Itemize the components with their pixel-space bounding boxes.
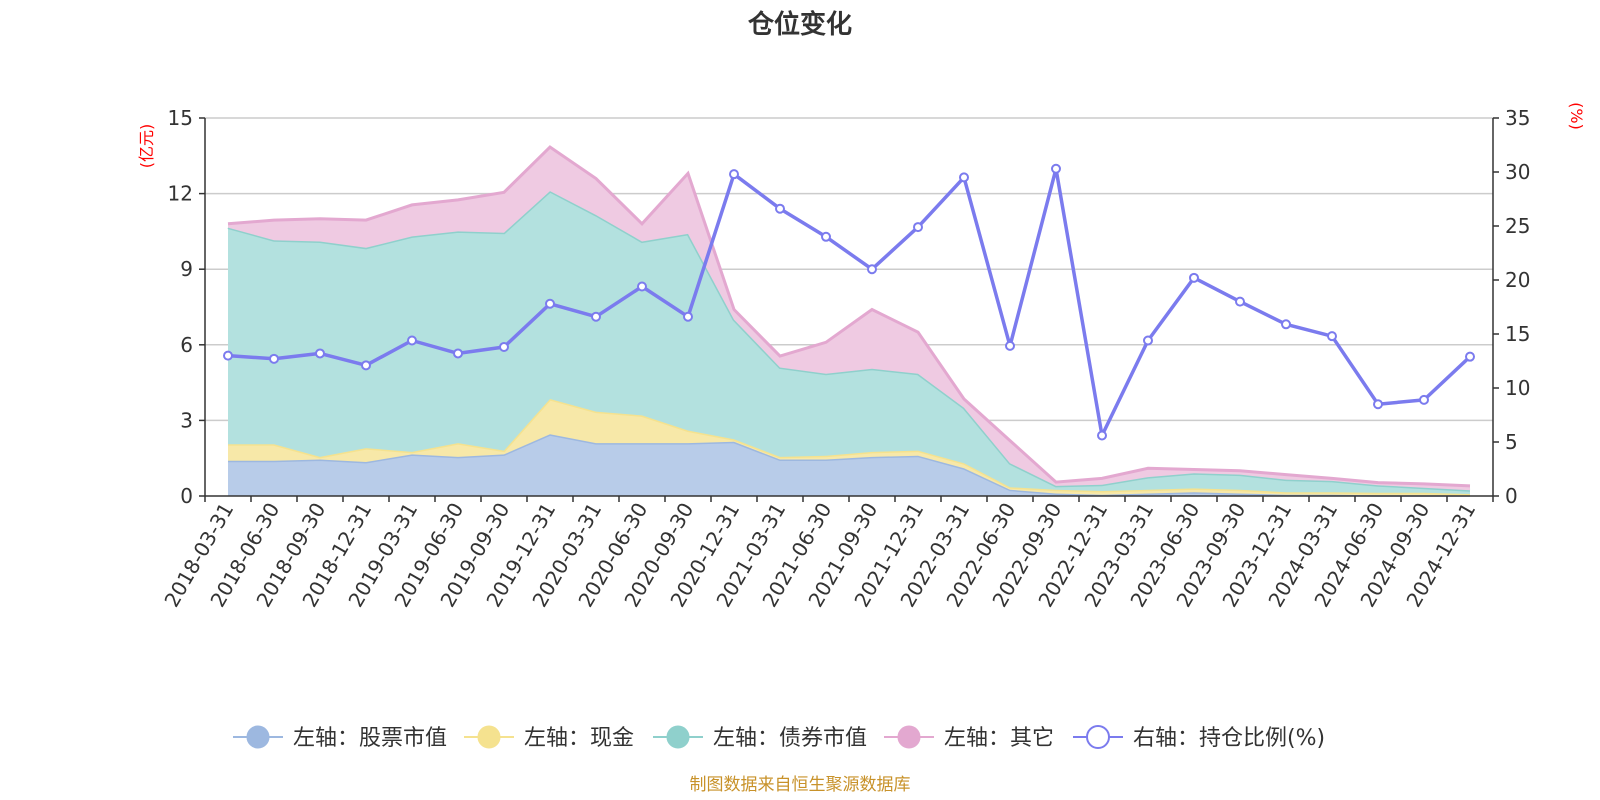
ratio-point bbox=[1051, 163, 1061, 174]
ratio-point bbox=[1189, 272, 1199, 283]
ratio-point bbox=[361, 360, 371, 371]
area-edge-左轴：其它 bbox=[227, 145, 1471, 488]
ratio-point bbox=[1373, 399, 1383, 410]
right-tick-label: 10 bbox=[1505, 376, 1530, 400]
ratio-point bbox=[1281, 319, 1291, 330]
ratio-point bbox=[315, 348, 325, 359]
ratio-point bbox=[1143, 335, 1153, 346]
right-tick-label: 5 bbox=[1505, 430, 1518, 454]
legend-marker bbox=[246, 725, 270, 749]
ratio-point bbox=[821, 231, 831, 242]
right-tick-label: 30 bbox=[1505, 160, 1530, 184]
right-tick-label: 0 bbox=[1505, 484, 1518, 508]
area-左轴：股票市值 bbox=[228, 434, 1470, 496]
chart-title: 仓位变化 bbox=[747, 9, 852, 40]
ratio-point bbox=[1327, 331, 1337, 342]
left-tick-label: 0 bbox=[180, 484, 193, 508]
ratio-point bbox=[1465, 351, 1475, 362]
right-tick-label: 25 bbox=[1505, 214, 1530, 238]
ratio-point bbox=[637, 281, 647, 292]
legend-marker bbox=[477, 725, 501, 749]
ratio-point bbox=[453, 348, 463, 359]
right-axis-unit: (%) bbox=[1567, 102, 1586, 130]
ratio-point bbox=[1419, 394, 1429, 405]
legend-marker bbox=[1086, 725, 1110, 749]
ratio-line-path bbox=[227, 167, 1472, 438]
ratio-point bbox=[1235, 296, 1245, 307]
ratio-point bbox=[959, 172, 969, 183]
ratio-point bbox=[591, 311, 601, 322]
legend-label: 左轴：现金 bbox=[524, 726, 634, 751]
legend-label: 左轴：债券市值 bbox=[713, 726, 867, 751]
source-note: 制图数据来自恒生聚源数据库 bbox=[690, 775, 911, 795]
ratio-point bbox=[223, 350, 233, 361]
legend-label: 左轴：股票市值 bbox=[293, 726, 447, 751]
ratio-point bbox=[867, 264, 877, 275]
legend: 左轴：股票市值 左轴：现金 左轴：债券市值 左轴：其它 右轴：持仓比例(%) bbox=[233, 725, 1325, 751]
ratio-point bbox=[683, 311, 693, 322]
legend-label: 右轴：持仓比例(%) bbox=[1133, 726, 1325, 751]
right-tick-label: 35 bbox=[1505, 106, 1530, 130]
legend-marker bbox=[666, 725, 690, 749]
ratio-point bbox=[499, 341, 509, 352]
ratio-point bbox=[913, 222, 923, 233]
area-左轴：债券市值 bbox=[228, 191, 1470, 494]
ratio-point bbox=[775, 203, 785, 214]
legend-label: 左轴：其它 bbox=[944, 726, 1054, 751]
legend-item: 左轴：现金 bbox=[464, 725, 634, 751]
legend-marker bbox=[897, 725, 921, 749]
right-tick-label: 15 bbox=[1505, 322, 1530, 346]
area-左轴：现金 bbox=[228, 399, 1470, 496]
legend-item: 左轴：其它 bbox=[884, 725, 1054, 751]
ratio-point bbox=[269, 353, 279, 364]
legend-item: 左轴：债券市值 bbox=[653, 725, 867, 751]
left-tick-label: 12 bbox=[168, 182, 193, 206]
left-axis-unit: (亿元) bbox=[137, 124, 156, 169]
ratio-point bbox=[545, 298, 555, 309]
legend-item: 左轴：股票市值 bbox=[233, 725, 447, 751]
left-tick-label: 3 bbox=[180, 408, 193, 432]
ratio-line bbox=[223, 163, 1475, 441]
legend-item: 右轴：持仓比例(%) bbox=[1073, 725, 1325, 751]
ratio-point bbox=[1005, 340, 1015, 351]
right-tick-label: 20 bbox=[1505, 268, 1530, 292]
left-tick-label: 6 bbox=[180, 333, 193, 357]
left-tick-label: 9 bbox=[180, 257, 193, 281]
stacked-areas bbox=[227, 145, 1471, 497]
ratio-point bbox=[729, 169, 739, 180]
left-tick-label: 15 bbox=[168, 106, 193, 130]
ratio-point bbox=[1097, 430, 1107, 441]
ratio-point bbox=[407, 335, 417, 346]
